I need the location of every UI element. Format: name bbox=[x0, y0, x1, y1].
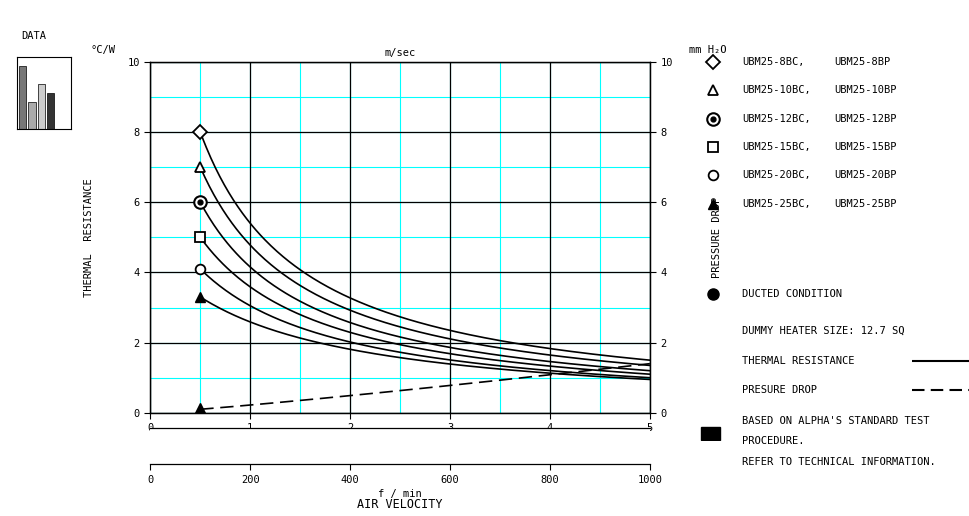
Text: DATA: DATA bbox=[21, 31, 47, 41]
Text: m/sec: m/sec bbox=[384, 49, 416, 58]
Bar bbox=[28, 102, 36, 129]
Text: BASED ON ALPHA'S STANDARD TEST: BASED ON ALPHA'S STANDARD TEST bbox=[741, 415, 928, 426]
Text: UBM25-12BC,: UBM25-12BC, bbox=[741, 114, 810, 124]
Text: AIR VELOCITY: AIR VELOCITY bbox=[357, 498, 443, 511]
Text: UBM25-10BC,: UBM25-10BC, bbox=[741, 85, 810, 95]
Text: DUCTED CONDITION: DUCTED CONDITION bbox=[741, 289, 841, 299]
Text: mm H₂O: mm H₂O bbox=[688, 45, 726, 55]
Text: °C/W: °C/W bbox=[90, 45, 115, 55]
Text: THERMAL RESISTANCE: THERMAL RESISTANCE bbox=[741, 356, 854, 366]
Bar bbox=[47, 93, 54, 129]
Text: UBM25-20BP: UBM25-20BP bbox=[833, 170, 895, 181]
Y-axis label: THERMAL  RESISTANCE: THERMAL RESISTANCE bbox=[83, 178, 93, 297]
Bar bbox=[700, 427, 719, 440]
Text: UBM25-20BC,: UBM25-20BC, bbox=[741, 170, 810, 181]
Text: UBM25-25BP: UBM25-25BP bbox=[833, 199, 895, 209]
Text: UBM25-12BP: UBM25-12BP bbox=[833, 114, 895, 124]
Text: UBM25-8BP: UBM25-8BP bbox=[833, 57, 890, 67]
Text: UBM25-15BC,: UBM25-15BC, bbox=[741, 142, 810, 152]
Text: UBM25-10BP: UBM25-10BP bbox=[833, 85, 895, 95]
Bar bbox=[19, 66, 26, 129]
Y-axis label: PRESSURE DROP: PRESSURE DROP bbox=[711, 197, 722, 278]
Text: PRESURE DROP: PRESURE DROP bbox=[741, 384, 816, 395]
Text: REFER TO TECHNICAL INFORMATION.: REFER TO TECHNICAL INFORMATION. bbox=[741, 457, 935, 467]
Text: UBM25-8BC,: UBM25-8BC, bbox=[741, 57, 803, 67]
Text: DUMMY HEATER SIZE: 12.7 SQ: DUMMY HEATER SIZE: 12.7 SQ bbox=[741, 325, 904, 335]
X-axis label: f / min: f / min bbox=[378, 489, 422, 499]
Text: PROCEDURE.: PROCEDURE. bbox=[741, 436, 803, 446]
Text: UBM25-15BP: UBM25-15BP bbox=[833, 142, 895, 152]
Bar bbox=[38, 84, 46, 129]
Text: UBM25-25BC,: UBM25-25BC, bbox=[741, 199, 810, 209]
